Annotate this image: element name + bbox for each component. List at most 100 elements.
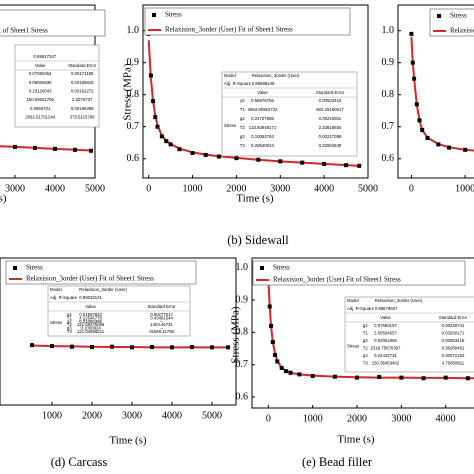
x-tick-label: 4000 (314, 183, 334, 194)
table-text: Adj. R-Square (224, 81, 252, 86)
y-tick-label: 0.9 (127, 57, 140, 68)
table-cell: 0.00240741 (442, 323, 465, 328)
legend-label: Relaxision_3order (User) Fit of Sheet1 S… (450, 27, 474, 35)
y-tick-label: 0.9 (382, 57, 395, 68)
table-cell: 150.36453402 (372, 361, 400, 366)
table-cell: 0.23120043 (29, 88, 52, 93)
x-tick-label: 5000 (85, 183, 105, 194)
table-cell: g2 (67, 319, 72, 324)
data-point (203, 152, 208, 157)
table-header: Standard Error (316, 90, 345, 95)
y-tick-label: 1.0 (127, 25, 140, 36)
x-tick-label: 0 (409, 183, 414, 194)
x-axis-title: Time (s) (337, 434, 375, 446)
table-header: Value (257, 90, 268, 95)
data-point (275, 359, 280, 364)
y-tick-label: 0.6 (236, 391, 249, 402)
data-point (50, 344, 54, 349)
table-cell: 3.50594657 (374, 331, 397, 336)
table-cell: g3 (240, 134, 245, 139)
fit-line (410, 36, 474, 152)
table-text: Adj. R-Square (50, 295, 78, 300)
table-text: Model (50, 287, 62, 292)
table-cell: 378.5115709 (70, 114, 95, 119)
legend-marker (152, 13, 156, 17)
table-cell: 0.36280461 (442, 346, 465, 351)
legend-label: Relaxision_3order (User) Fit of Sheet1 S… (26, 275, 154, 283)
legend-box (252, 260, 466, 286)
table-cell: 0.02061956 (374, 338, 397, 343)
inset-table (14, 44, 100, 128)
table-header: Standard Error (68, 63, 97, 68)
data-point (168, 142, 173, 147)
y-axis-title: Stress (MPa) (230, 306, 242, 363)
x-tick-label: 1000 (42, 410, 62, 421)
legend-label: Stress (273, 264, 290, 272)
table-text: Stress (347, 344, 359, 349)
x-tick-label: 2000 (82, 410, 102, 421)
table-cell: 0.01907823 (79, 312, 102, 317)
x-tick-label: 0 (146, 183, 151, 194)
legend-box (5, 260, 197, 285)
table-header: Value (35, 63, 46, 68)
data-point (278, 159, 283, 164)
data-point (148, 73, 153, 78)
legend-box (144, 7, 351, 36)
table-text: Relaxision_3order (User) (79, 287, 127, 292)
data-point (273, 352, 278, 357)
table-cell: g3 (363, 353, 368, 358)
caption: (e) Bead filler (302, 455, 373, 469)
table-cell: 0.07060464 (29, 71, 52, 76)
caption: (b) Sidewall (227, 233, 289, 247)
table-text: Stress (224, 123, 236, 128)
table-cell: 3653.80954722 (248, 107, 278, 112)
data-point (53, 146, 57, 151)
data-point (155, 124, 160, 129)
y-tick-label: 0.7 (382, 121, 395, 132)
legend-label: Stress (450, 12, 467, 20)
table-cell: 0.43461544 (150, 315, 173, 320)
plot-frame (0, 257, 237, 406)
y-tick-label: 0.7 (236, 359, 249, 370)
table-cell: y0 (240, 98, 245, 103)
x-tick-label: 4000 (436, 413, 456, 424)
table-cell: 802.25160917 (316, 107, 344, 112)
table-header: Standard Error (148, 304, 177, 309)
y-tick-label: 1.0 (236, 262, 249, 273)
table-cell: 2832.51701244 (25, 114, 55, 119)
table-cell: 0.22904848 (319, 143, 342, 148)
table-cell: 121.04655511 (77, 329, 105, 334)
table-cell: 0.00185815 (71, 80, 94, 85)
table-cell: 0.00277017 (150, 312, 173, 317)
x-tick-label: 4000 (45, 183, 65, 194)
legend-label: Stress (165, 11, 182, 19)
table-cell: 4.22546778 (79, 315, 102, 320)
data-point (130, 345, 134, 350)
table-cell: 2.6076737 (72, 97, 93, 102)
x-tick-label: 1000 (183, 183, 203, 194)
table-text: Adj. R-Square (347, 306, 375, 311)
y-tick-label: 0.9 (236, 294, 249, 305)
table-cell: g2 (240, 116, 245, 121)
table-cell: T1 (363, 331, 369, 336)
data-point (357, 163, 362, 168)
table-cell: T1 (67, 315, 73, 320)
data-point (297, 372, 302, 377)
data-point (73, 147, 77, 152)
data-point (190, 151, 195, 156)
table-cell: 121.69375066 (77, 322, 105, 327)
inset-table (221, 71, 358, 157)
data-point (210, 345, 214, 350)
x-tick-label: 3000 (5, 183, 25, 194)
table-cell: 0.00162272 (71, 88, 94, 93)
data-point (234, 156, 239, 161)
data-point (110, 344, 114, 349)
table-cell: 0.00199388 (71, 106, 94, 111)
data-point (409, 31, 414, 36)
data-point (270, 340, 275, 345)
table-text: Relaxision_3order (User) (375, 298, 423, 303)
data-point (170, 345, 174, 350)
table-text: Stress (50, 320, 62, 325)
table-cell: 0.0655701 (30, 106, 51, 111)
table-cell: 0.03260171 (442, 331, 465, 336)
